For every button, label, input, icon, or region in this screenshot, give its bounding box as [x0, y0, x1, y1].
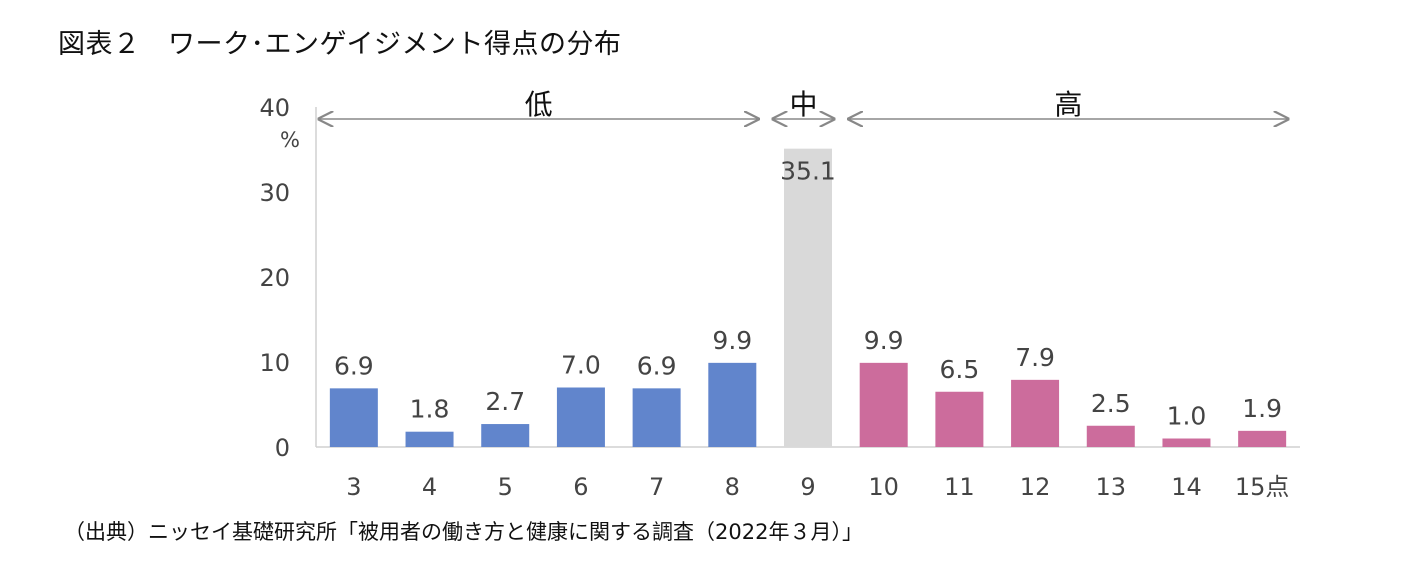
- x-tick-label: 9: [800, 473, 815, 501]
- x-tick-label: 12: [1020, 473, 1051, 501]
- data-label: 9.9: [712, 326, 752, 355]
- region-label: 高: [1054, 88, 1082, 121]
- data-label: 6.5: [940, 355, 980, 384]
- bar-14: [1162, 438, 1211, 447]
- y-unit-label: %: [280, 128, 300, 152]
- data-label: 1.8: [410, 395, 450, 424]
- y-tick-label: 20: [259, 264, 290, 292]
- bar-6: [556, 387, 605, 447]
- x-tick-label: 10: [868, 473, 899, 501]
- y-tick-label: 0: [275, 434, 290, 462]
- bar-3: [329, 388, 378, 447]
- bar-12: [1011, 379, 1060, 447]
- x-tick-label: 8: [725, 473, 740, 501]
- region-markers: 低中高: [319, 88, 1288, 121]
- data-label: 7.9: [1015, 343, 1055, 372]
- bar-13: [1086, 425, 1135, 447]
- data-label: 6.9: [334, 351, 374, 380]
- bar-11: [935, 391, 984, 447]
- bar-10: [859, 362, 908, 447]
- x-tick-label: 4: [422, 473, 437, 501]
- x-tick-label: 14: [1171, 473, 1202, 501]
- x-tick-label: 11: [944, 473, 975, 501]
- figure-title: 図表２ ワーク･エンゲイジメント得点の分布: [58, 29, 622, 60]
- bar-7: [632, 388, 681, 447]
- data-label: 2.7: [485, 387, 525, 416]
- region-label: 低: [525, 88, 553, 121]
- data-label: 1.0: [1167, 402, 1207, 431]
- data-label: 6.9: [637, 351, 677, 380]
- data-label: 35.1: [780, 157, 836, 186]
- x-tick-label: 7: [649, 473, 664, 501]
- bar-9: [784, 148, 832, 447]
- x-tick-label: 15点: [1235, 473, 1290, 501]
- bar-5: [481, 424, 530, 447]
- x-tick-label: 3: [346, 473, 361, 501]
- y-tick-label: 40: [259, 94, 290, 122]
- data-labels: 6.9 1.8 2.7 7.0 6.9 9.9 35.1 9.9 6.5 7.9 2.5 1.0 1.9: [334, 157, 1282, 431]
- data-label: 7.0: [561, 351, 601, 380]
- data-label: 2.5: [1091, 389, 1131, 418]
- x-tick-label: 5: [498, 473, 513, 501]
- y-tick-label: 30: [259, 179, 290, 207]
- source-note: （出典）ニッセイ基礎研究所「被用者の働き方と健康に関する調査（2022年３月）」: [64, 520, 863, 544]
- x-tick-label: 6: [573, 473, 588, 501]
- data-label: 9.9: [864, 326, 904, 355]
- bar-15点: [1238, 430, 1287, 447]
- y-tick-label: 10: [259, 349, 290, 377]
- data-label: 1.9: [1242, 394, 1282, 423]
- region-label: 中: [789, 88, 817, 121]
- x-tick-label: 13: [1095, 473, 1126, 501]
- bars: [329, 148, 1287, 447]
- bar-4: [405, 431, 454, 447]
- bar-8: [708, 362, 757, 447]
